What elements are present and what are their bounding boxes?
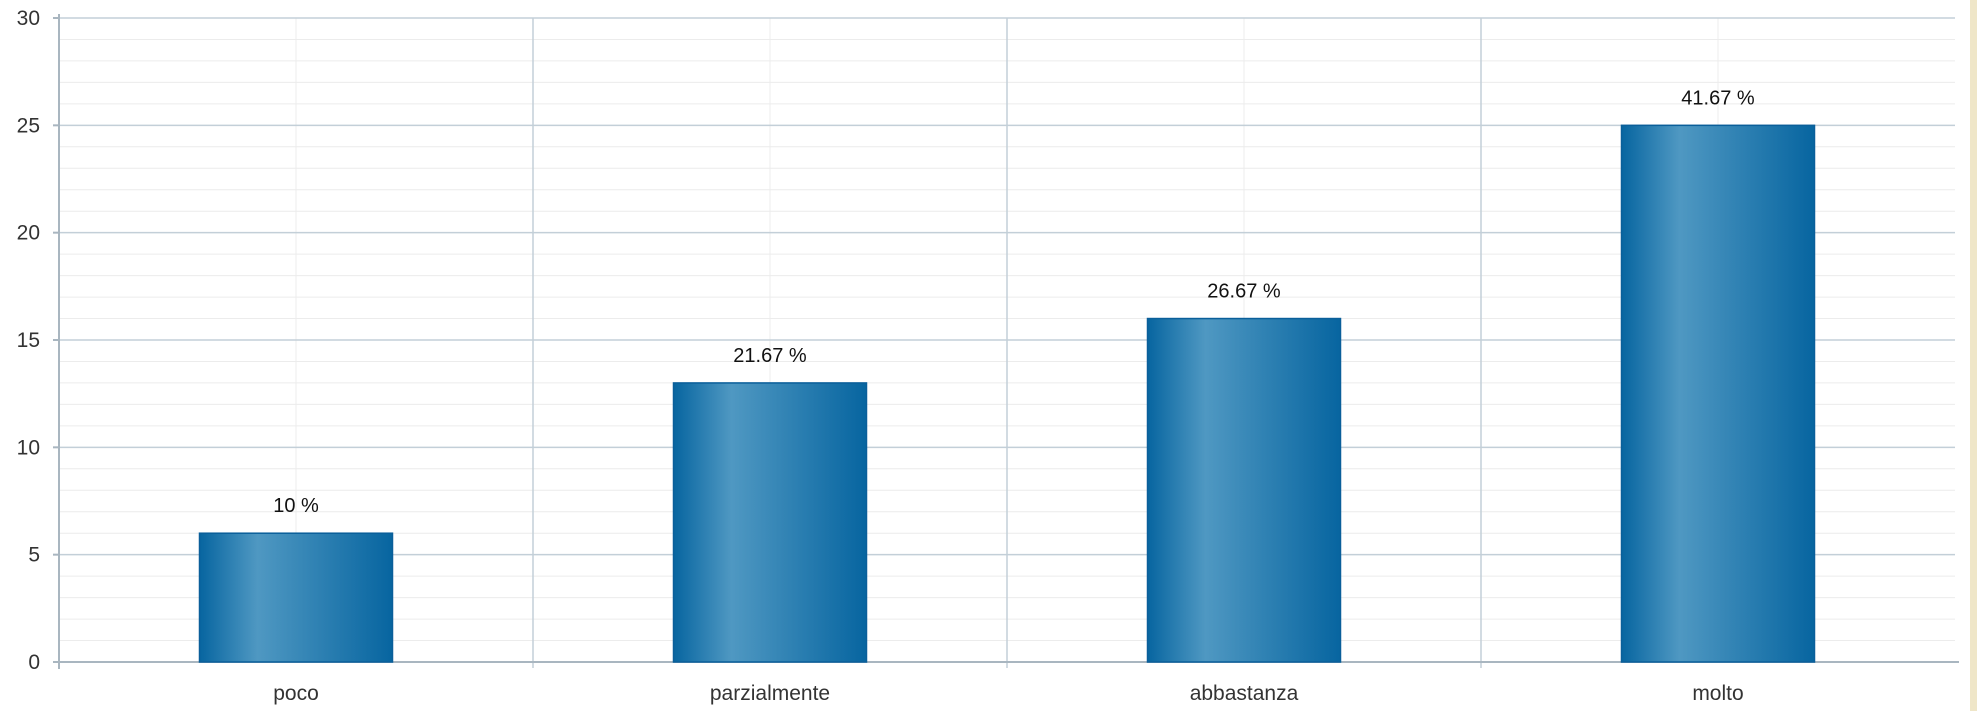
bar-molto (1620, 124, 1816, 663)
bars (198, 124, 1816, 663)
tick-labels: 0 5 10 15 20 25 30 poco parzialmente abbastanza mo… (17, 7, 1744, 705)
y-tick-label: 15 (17, 329, 40, 352)
data-label: 26.67 % (1207, 281, 1281, 303)
y-tick-label: 10 (17, 436, 40, 459)
x-tick-label: abbastanza (1190, 682, 1299, 705)
bar-abbastanza (1146, 317, 1342, 663)
data-label: 41.67 % (1681, 87, 1755, 109)
right-edge-strip (1970, 0, 1977, 711)
y-tick-label: 20 (17, 222, 40, 245)
x-tick-label: poco (273, 682, 319, 705)
data-label: 10 % (273, 495, 319, 517)
y-tick-label: 30 (17, 7, 40, 30)
x-tick-label: parzialmente (710, 682, 830, 705)
bar-parzialmente (672, 382, 868, 663)
x-tick-label: molto (1692, 682, 1743, 705)
data-labels: 10 % 21.67 % 26.67 % 41.67 % (273, 87, 1755, 517)
bar-poco (198, 532, 394, 663)
y-tick-label: 0 (28, 651, 40, 674)
y-tick-label: 5 (28, 544, 40, 567)
y-tick-label: 25 (17, 114, 40, 137)
data-label: 21.67 % (733, 345, 807, 367)
